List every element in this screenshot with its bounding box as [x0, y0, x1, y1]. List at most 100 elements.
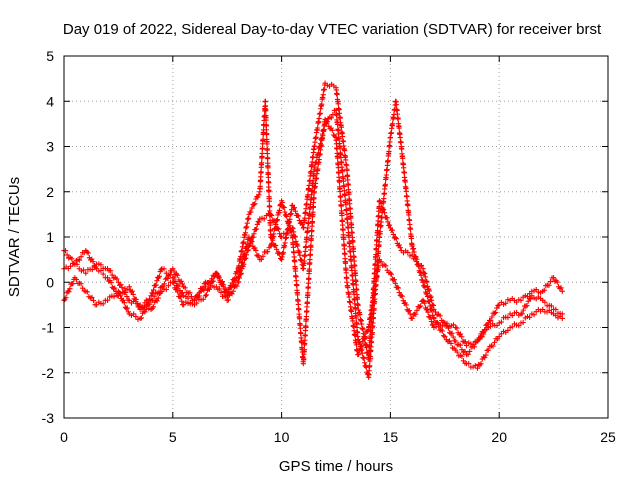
- data-point: [524, 293, 531, 300]
- data-point: [296, 306, 302, 313]
- data-point: [259, 160, 265, 166]
- data-point: [355, 336, 361, 343]
- data-point: [188, 293, 195, 300]
- data-point: [80, 267, 87, 273]
- data-point: [376, 203, 382, 210]
- data-point: [432, 309, 439, 315]
- data-point: [302, 332, 308, 338]
- data-point: [392, 280, 398, 286]
- y-tick-label: -2: [42, 365, 55, 381]
- data-point: [352, 306, 359, 312]
- data-point: [196, 293, 202, 299]
- data-point: [252, 201, 258, 207]
- data-point: [216, 273, 222, 279]
- data-point: [73, 276, 80, 283]
- data-point: [251, 231, 257, 237]
- data-point: [182, 285, 188, 291]
- data-point: [396, 125, 402, 131]
- data-point: [309, 218, 316, 225]
- data-point: [389, 227, 395, 233]
- data-point: [281, 204, 287, 211]
- data-point: [462, 339, 468, 345]
- y-tick-label: 0: [46, 274, 54, 290]
- data-point: [417, 269, 424, 275]
- data-point: [206, 286, 212, 292]
- x-tick-label: 10: [274, 429, 290, 445]
- data-markers: [61, 80, 565, 380]
- data-point: [201, 287, 207, 293]
- data-point: [401, 170, 407, 176]
- data-point: [345, 225, 351, 231]
- data-point: [399, 146, 405, 152]
- data-point: [349, 267, 355, 273]
- data-point: [454, 349, 460, 355]
- data-point: [191, 297, 198, 303]
- data-point: [414, 307, 420, 313]
- data-point: [98, 262, 104, 268]
- data-point: [269, 212, 275, 219]
- data-point: [457, 342, 463, 348]
- data-point: [368, 339, 375, 345]
- y-tick-label: 3: [46, 139, 54, 155]
- data-point: [229, 291, 235, 297]
- data-point: [514, 309, 520, 316]
- data-point: [406, 307, 412, 314]
- data-point: [420, 297, 426, 303]
- data-point: [264, 132, 270, 138]
- data-point: [207, 280, 213, 286]
- data-point: [477, 362, 483, 368]
- data-point: [344, 167, 350, 173]
- data-point: [334, 92, 340, 98]
- data-point: [505, 327, 511, 334]
- data-point: [405, 202, 411, 209]
- data-point: [527, 314, 533, 320]
- data-point: [503, 300, 509, 306]
- data-point: [119, 285, 125, 291]
- data-point: [279, 234, 285, 240]
- data-point: [293, 238, 299, 245]
- data-point: [178, 294, 184, 300]
- data-point: [403, 188, 409, 194]
- data-point: [226, 286, 232, 292]
- data-point: [384, 215, 390, 221]
- data-point: [315, 166, 321, 172]
- data-point: [491, 310, 497, 316]
- data-point: [383, 263, 389, 269]
- data-point: [422, 300, 428, 306]
- data-point: [320, 92, 326, 98]
- data-point: [370, 297, 376, 303]
- data-point: [306, 211, 313, 217]
- data-point: [116, 290, 122, 296]
- data-point: [158, 267, 164, 273]
- data-point: [291, 229, 297, 235]
- data-point: [365, 328, 371, 334]
- data-point: [138, 315, 144, 321]
- data-point: [80, 285, 86, 291]
- data-point: [413, 254, 419, 260]
- data-point: [395, 116, 401, 122]
- data-point: [305, 225, 311, 231]
- data-point: [440, 333, 447, 339]
- data-point: [518, 297, 524, 303]
- data-point: [347, 249, 353, 255]
- data-point: [240, 255, 246, 261]
- data-point: [133, 313, 139, 320]
- data-point: [339, 212, 345, 219]
- data-point: [303, 323, 309, 329]
- data-point: [251, 202, 257, 208]
- data-point: [260, 253, 266, 259]
- data-point: [362, 360, 368, 366]
- data-point: [170, 279, 176, 285]
- data-point: [166, 272, 172, 278]
- data-point: [340, 139, 347, 145]
- data-point: [343, 270, 349, 276]
- data-point: [274, 217, 281, 223]
- data-point: [385, 219, 391, 225]
- data-point: [370, 320, 376, 326]
- data-point: [297, 252, 303, 258]
- data-point: [413, 311, 419, 317]
- data-point: [258, 256, 264, 262]
- data-point: [246, 234, 252, 240]
- data-point: [430, 322, 436, 328]
- data-point: [249, 205, 255, 211]
